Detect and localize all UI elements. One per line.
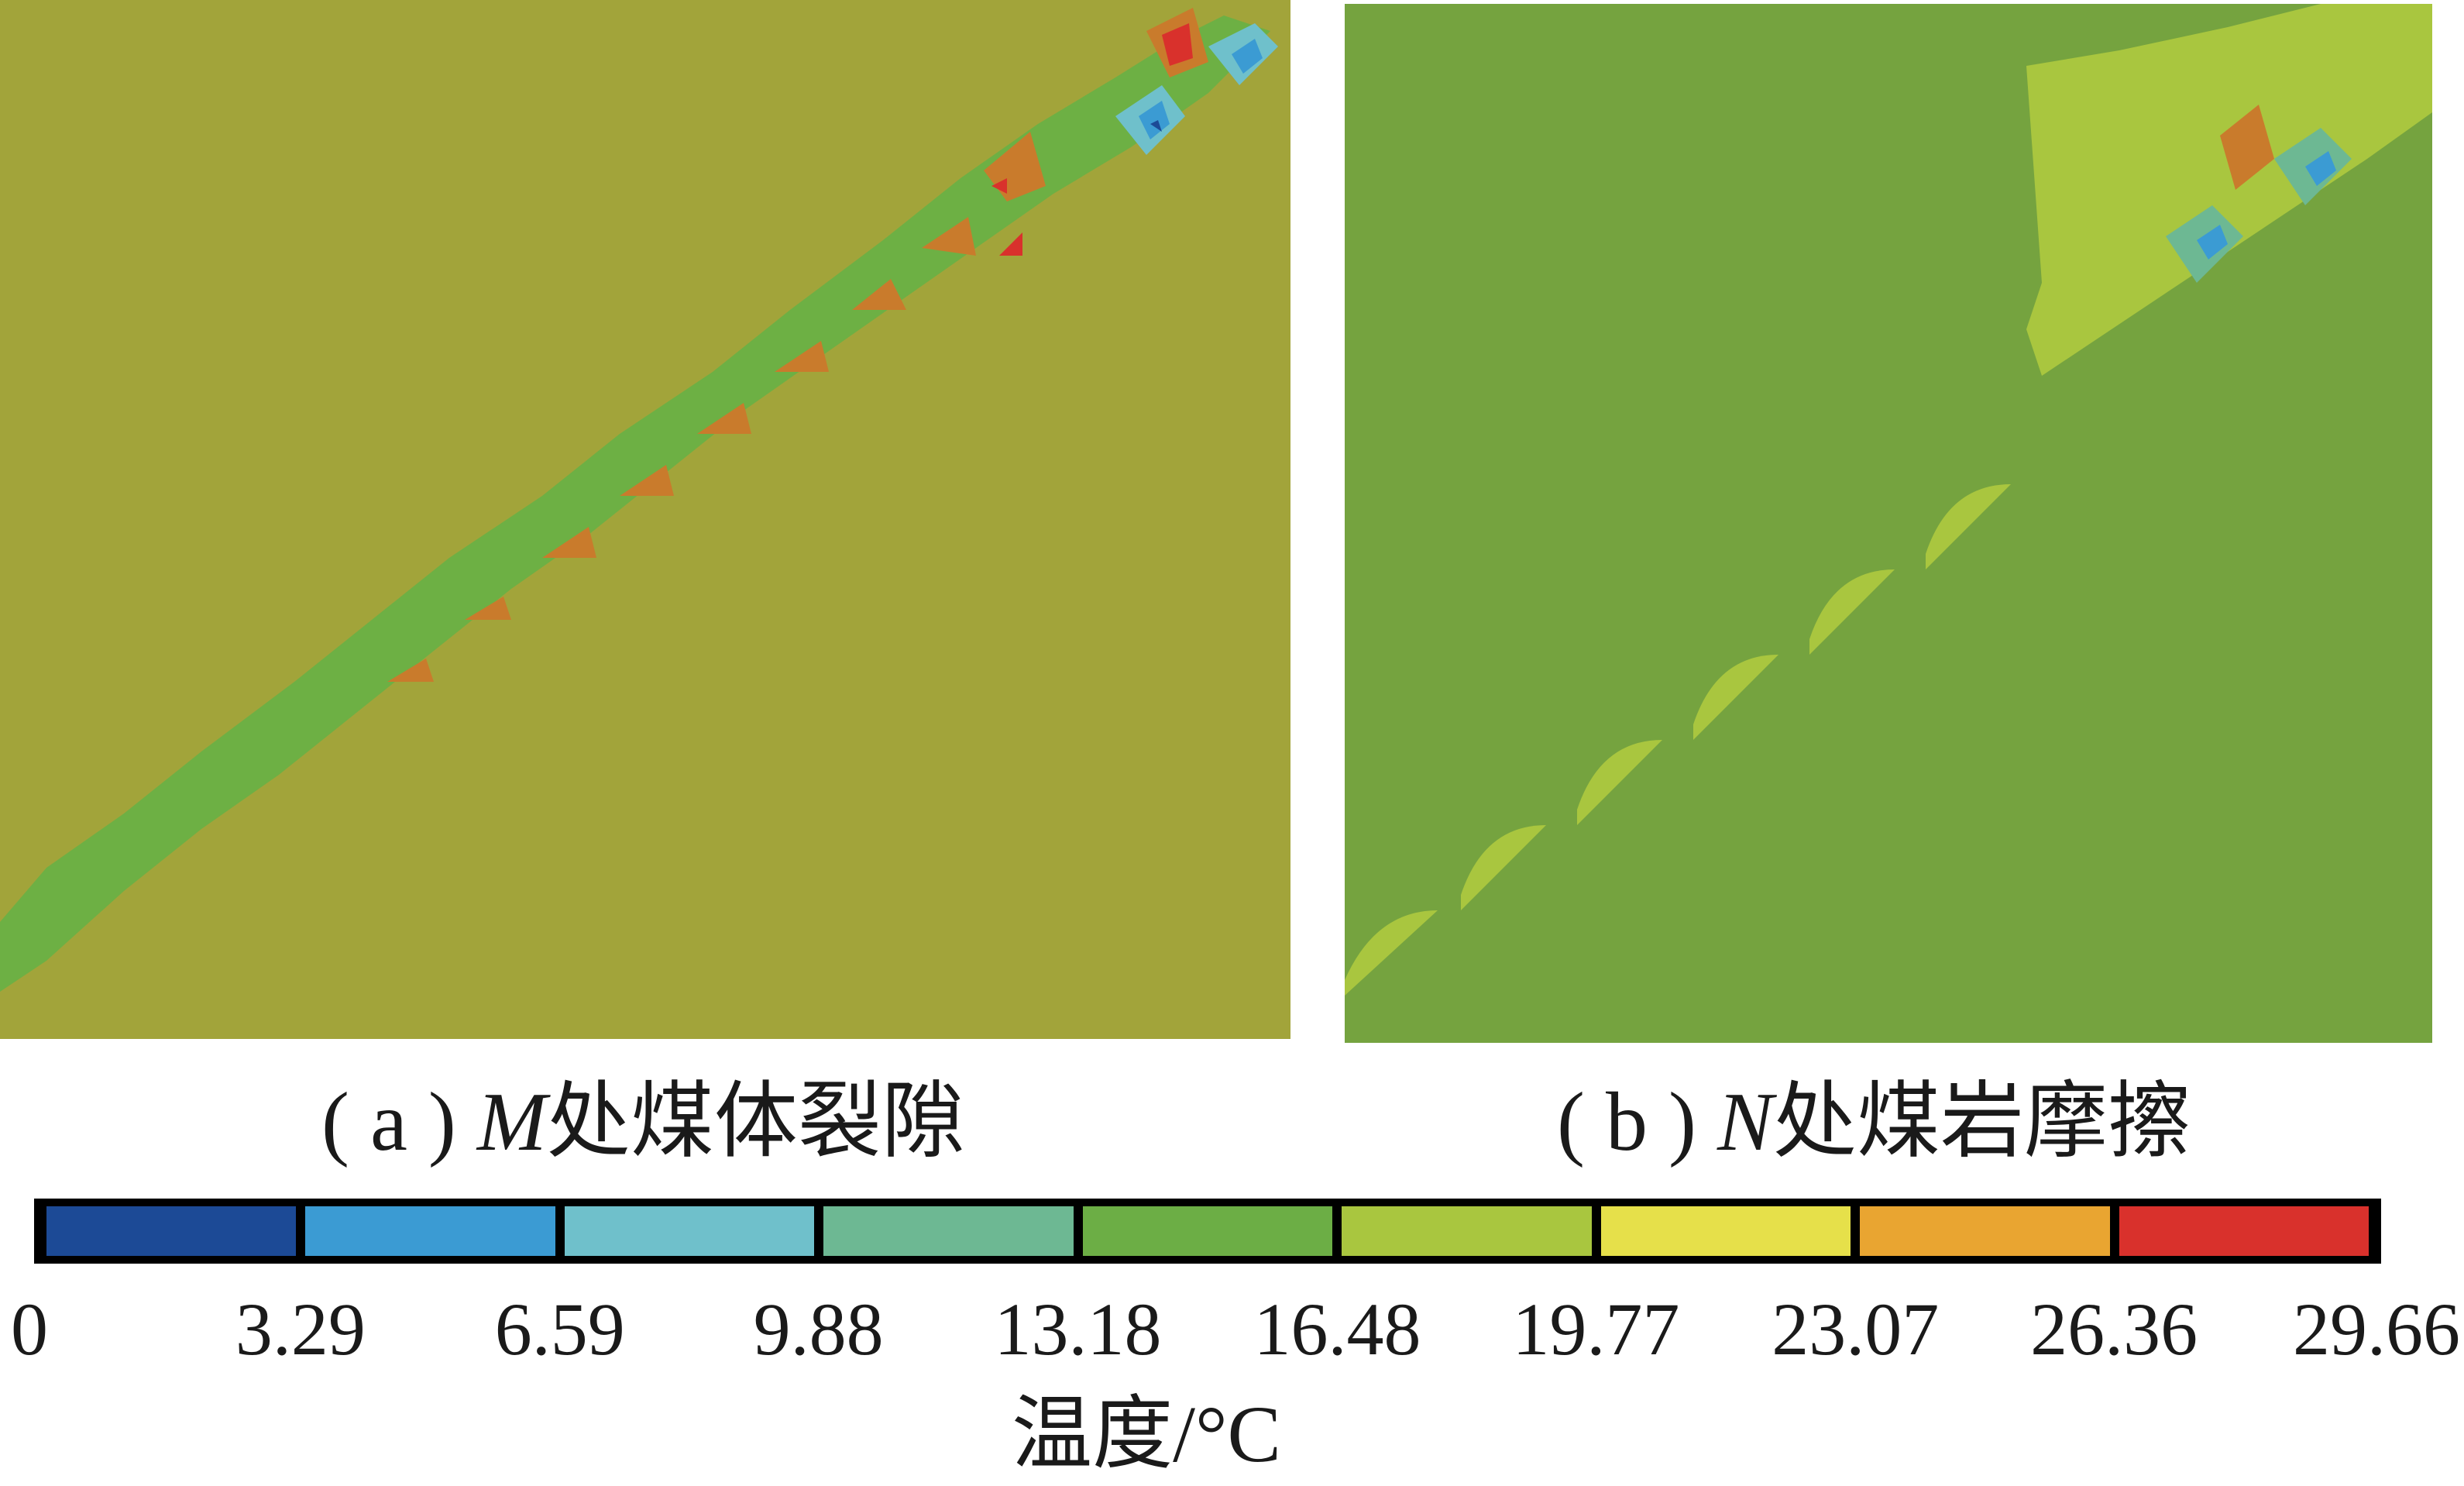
caption-a-prefix: ( a ) [321,1076,477,1168]
caption-panel-a: ( a ) M处煤体裂隙 [321,1081,965,1164]
colorbar-tick-label: 9.88 [753,1288,884,1371]
panel-a-heatmap [0,0,1290,1039]
colorbar-segment [823,1206,1074,1256]
panel-a-warm-pockets [387,132,1046,682]
colorbar-tick-label: 23.07 [1772,1288,1940,1371]
colorbar-tick-label: 0 [11,1288,48,1371]
bump-1 [1345,910,1438,996]
caption-b-text: 处煤岩摩擦 [1772,1076,2191,1168]
pocket-5 [697,403,751,434]
colorbar [34,1199,2381,1264]
pocket-3 [852,279,906,310]
panel-b-cold-cell-2 [2197,225,2228,260]
caption-a-letter: M [476,1076,547,1168]
colorbar-segment [564,1206,815,1256]
colorbar-tick-label: 26.36 [2030,1288,2198,1371]
cell-cold-2 [1139,101,1170,139]
panel-b-temperature-field [1345,4,2432,1043]
colorbar-segment [1860,1206,2110,1256]
panel-a-extreme-cells [1115,8,1278,155]
cell-hot-1 [1162,23,1193,66]
pocket-2 [922,217,976,256]
bump-3 [1577,740,1662,825]
bump-6 [1926,484,2011,569]
pocket-4 [775,341,829,372]
colorbar-tick-label: 19.77 [1512,1288,1680,1371]
bump-4 [1693,655,1778,740]
pocket-6 [620,465,674,496]
colorbar-tick-label: 29.66 [2293,1288,2460,1371]
panel-a-temperature-field [0,0,1290,1039]
pocket-7 [542,527,596,558]
hot-spot-2 [999,232,1022,256]
cell-coldest [1150,120,1162,132]
colorbar-segment [1082,1206,1333,1256]
panel-b-friction-zone [2026,4,2432,376]
pocket-8 [465,597,511,620]
colorbar-segment [1600,1206,1851,1256]
caption-a-text: 处煤体裂隙 [546,1076,965,1168]
bump-2 [1461,825,1546,910]
caption-b-prefix: ( b ) [1557,1076,1717,1168]
caption-b-letter: N [1717,1076,1773,1168]
panel-b-cold-cell-1 [2305,151,2336,186]
cell-cold-1 [1232,39,1263,74]
panel-b-warm-cell [2220,105,2274,190]
colorbar-tick-label: 16.48 [1253,1288,1421,1371]
caption-panel-b: ( b ) N处煤岩摩擦 [1557,1081,2191,1164]
bump-5 [1809,569,1895,655]
colorbar-tick-label: 13.18 [994,1288,1162,1371]
colorbar-tick-label: 3.29 [235,1288,366,1371]
hot-spot-1 [991,178,1007,194]
pocket-9 [387,659,434,682]
colorbar-title: 温度/°C [1012,1390,1281,1479]
colorbar-segment [2119,1206,2369,1256]
colorbar-segment [46,1206,297,1256]
colorbar-tick-label: 6.59 [494,1288,625,1371]
colorbar-segment [1342,1206,1592,1256]
panel-b-bumps [1345,484,2011,996]
colorbar-segment [305,1206,555,1256]
panel-a-fracture-band [0,15,1270,992]
panel-b-heatmap [1345,4,2432,1043]
